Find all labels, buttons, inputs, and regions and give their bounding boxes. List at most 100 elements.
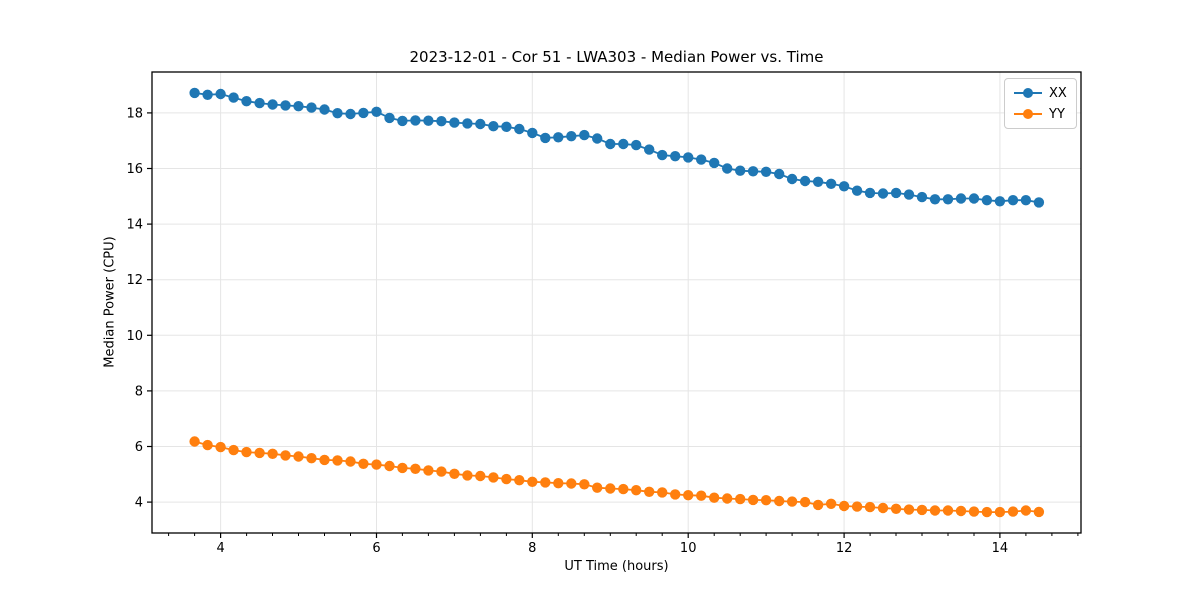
series-xx-point bbox=[735, 165, 746, 176]
series-xx-point bbox=[709, 157, 720, 169]
series-yy-point bbox=[955, 505, 967, 517]
series-yy-point bbox=[890, 503, 902, 514]
series-xx-point bbox=[345, 108, 356, 120]
x-axis-label: UT Time (hours) bbox=[564, 559, 669, 574]
y-tick-label: 14 bbox=[126, 218, 143, 233]
series-yy-point bbox=[358, 458, 369, 469]
series-yy-point bbox=[864, 501, 876, 513]
series-xx-point bbox=[566, 131, 577, 142]
legend-item-xx: XX bbox=[1014, 84, 1067, 102]
series-yy-point bbox=[345, 456, 356, 467]
series-yy-point bbox=[903, 504, 915, 515]
x-tick-label: 14 bbox=[992, 541, 1009, 556]
series-yy-point bbox=[747, 494, 759, 506]
series-yy-point bbox=[267, 448, 278, 459]
legend-line-sample-xx bbox=[1014, 88, 1042, 98]
legend-marker-icon-xx bbox=[1023, 88, 1033, 98]
series-yy-point bbox=[722, 493, 733, 504]
series-yy-line bbox=[193, 440, 1040, 513]
series-xx-point bbox=[423, 115, 434, 126]
series-xx-point bbox=[371, 106, 382, 118]
series-xx-point bbox=[332, 108, 343, 119]
series-xx-point bbox=[527, 127, 538, 139]
series-xx-point bbox=[410, 115, 421, 126]
series-xx-point bbox=[968, 193, 980, 204]
series-yy-point bbox=[475, 470, 486, 482]
series-xx-point bbox=[462, 118, 473, 129]
series-yy-point bbox=[332, 455, 343, 466]
legend-marker-icon-yy bbox=[1023, 109, 1033, 119]
series-xx-point bbox=[696, 154, 707, 165]
series-xx-point bbox=[488, 121, 499, 132]
legend-label-yy: YY bbox=[1049, 106, 1065, 122]
series-xx-point bbox=[306, 102, 317, 113]
series-xx-point bbox=[280, 100, 291, 111]
plot-border bbox=[151, 71, 1082, 534]
series-yy-point bbox=[981, 506, 993, 518]
series-yy-point bbox=[410, 463, 421, 474]
x-tick-label: 8 bbox=[528, 541, 536, 556]
series-yy-point bbox=[228, 444, 239, 456]
series-yy-point bbox=[670, 489, 681, 500]
series-xx-point bbox=[864, 187, 876, 199]
series-xx-point bbox=[631, 139, 642, 151]
series-yy-point bbox=[631, 485, 642, 496]
series-xx-point bbox=[799, 175, 811, 187]
series-xx-point bbox=[267, 99, 278, 110]
series-yy-point bbox=[799, 496, 811, 508]
series-yy-point bbox=[527, 476, 538, 487]
legend-item-yy: YY bbox=[1014, 105, 1067, 123]
chart-title: 2023-12-01 - Cor 51 - LWA303 - Median Po… bbox=[409, 48, 824, 66]
series-yy-point bbox=[215, 441, 226, 453]
series-yy-point bbox=[540, 477, 551, 488]
series-yy-point bbox=[994, 506, 1006, 518]
series-yy-point bbox=[618, 483, 629, 495]
series-xx-point bbox=[955, 193, 967, 204]
series-xx-point bbox=[786, 173, 798, 185]
series-xx-point bbox=[553, 132, 564, 143]
series-xx-point bbox=[501, 121, 512, 132]
series-xx-point bbox=[475, 118, 486, 130]
series-yy-point bbox=[423, 465, 434, 476]
series-yy-point bbox=[436, 466, 447, 477]
series-yy-point bbox=[449, 468, 460, 479]
legend-label-xx: XX bbox=[1049, 85, 1067, 101]
series-yy-point bbox=[1033, 506, 1045, 518]
y-tick-label: 16 bbox=[126, 162, 143, 177]
series-xx-point bbox=[747, 166, 759, 177]
series-xx-point bbox=[851, 185, 863, 196]
series-yy-point bbox=[254, 447, 265, 459]
series-xx-point bbox=[683, 152, 694, 163]
series-yy-point bbox=[319, 454, 330, 466]
series-yy-point bbox=[202, 439, 213, 451]
series-xx-point bbox=[760, 166, 772, 177]
series-xx-point bbox=[890, 187, 902, 199]
series-yy-point bbox=[501, 473, 512, 485]
series-yy-point bbox=[514, 475, 525, 486]
series-xx-point bbox=[929, 194, 941, 205]
series-xx-point bbox=[644, 144, 655, 155]
series-xx-point bbox=[942, 194, 954, 205]
series-yy-point bbox=[579, 479, 590, 490]
series-yy-point bbox=[683, 490, 694, 501]
series-xx-point bbox=[592, 133, 603, 144]
series-xx-point bbox=[397, 115, 408, 127]
series-xx-point bbox=[825, 178, 837, 189]
series-xx-point bbox=[358, 107, 369, 119]
series-xx-point bbox=[514, 123, 525, 135]
series-yy-point bbox=[189, 436, 200, 447]
series-yy-point bbox=[605, 483, 616, 494]
series-xx-point bbox=[449, 117, 460, 128]
series-yy-point bbox=[812, 499, 824, 511]
series-yy-point bbox=[384, 460, 395, 472]
series-yy-point bbox=[760, 495, 772, 506]
series-yy-point bbox=[241, 446, 252, 458]
series-xx-point bbox=[722, 163, 733, 174]
series-yy-point bbox=[786, 496, 798, 507]
series-yy-point bbox=[735, 493, 746, 505]
series-xx-point bbox=[540, 132, 551, 144]
legend-line-sample-yy bbox=[1014, 109, 1042, 119]
series-yy-point bbox=[553, 478, 564, 489]
series-yy-point bbox=[877, 502, 889, 514]
